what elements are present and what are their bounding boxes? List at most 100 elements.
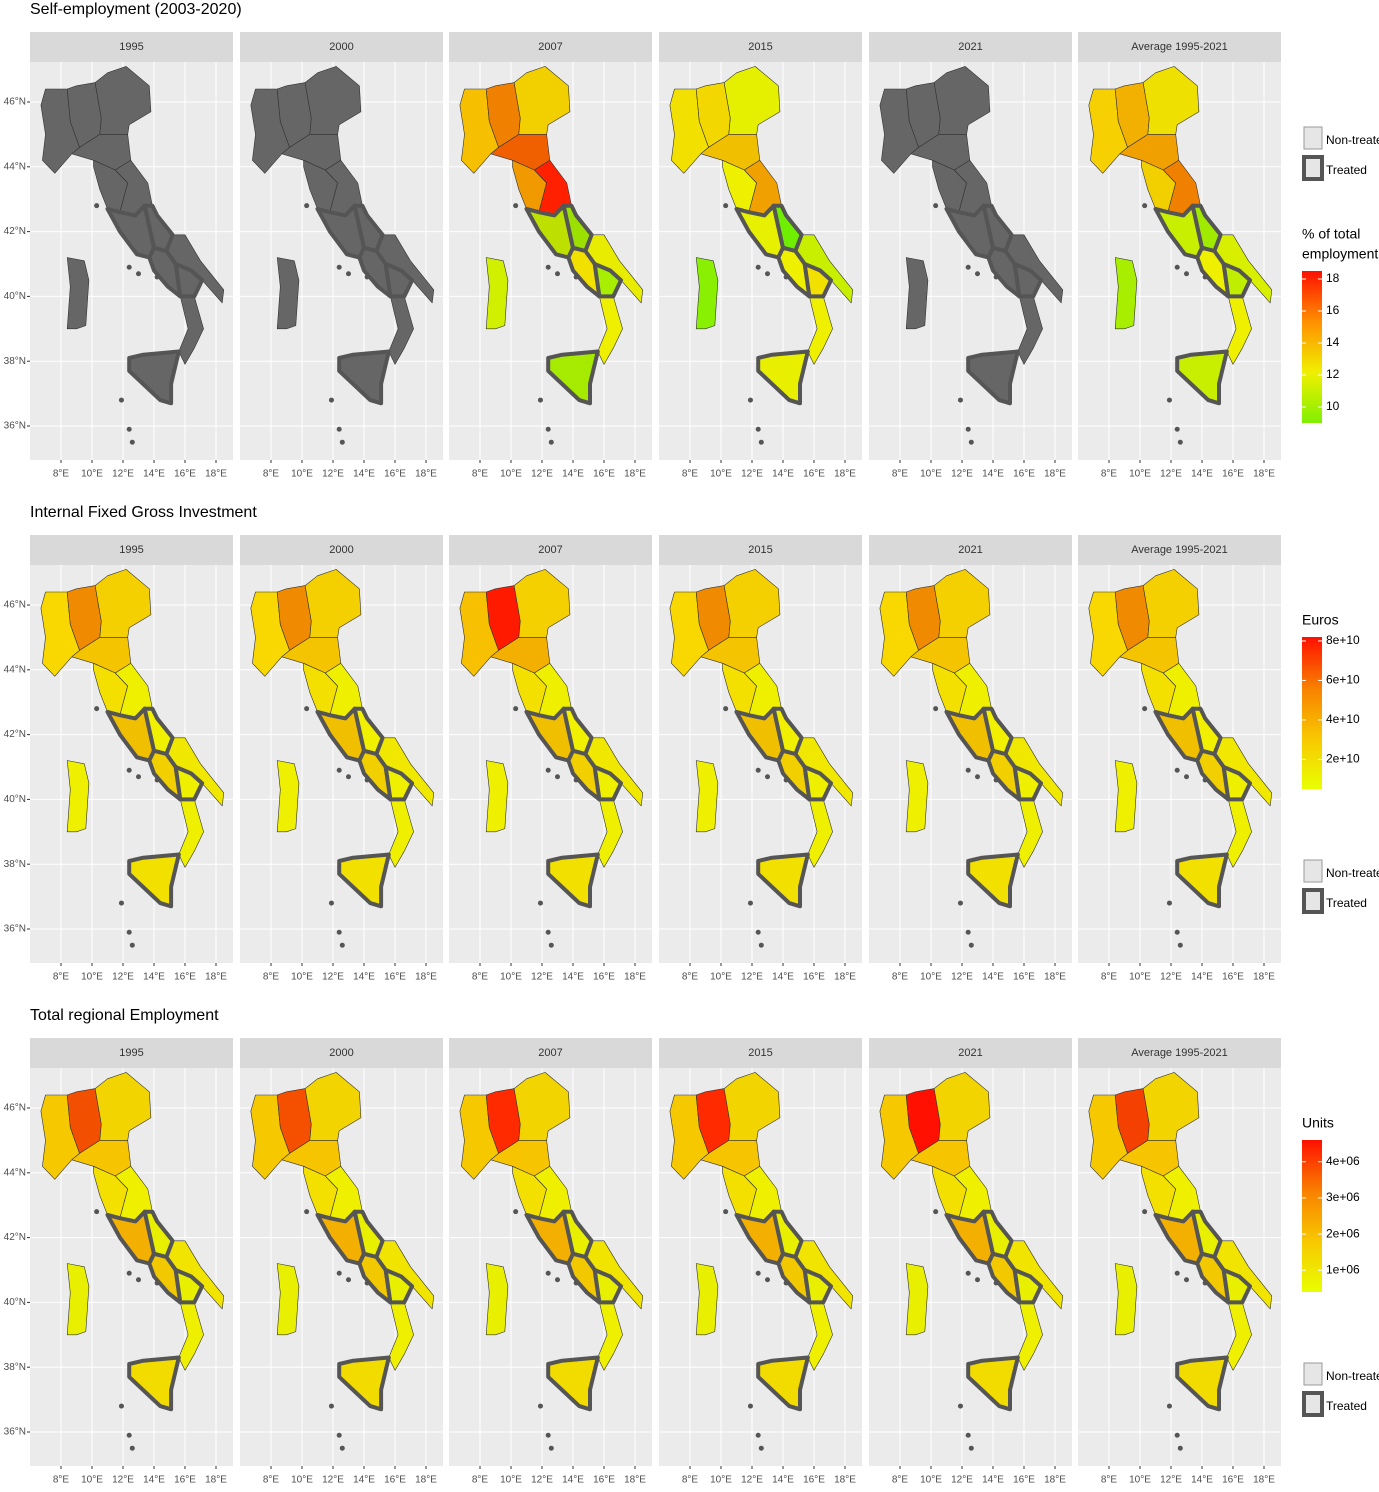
x-tick-label: 8°E [1101,469,1118,480]
island [758,1445,764,1451]
island [755,426,761,432]
facet-label: 2000 [329,41,353,53]
x-tick-label: 16°E [803,972,825,983]
island [993,274,999,280]
legend-label: Treated [1326,896,1367,910]
facet-label: 2015 [748,41,772,53]
x-tick-label: 16°E [384,972,406,983]
colorbar [1302,271,1322,423]
x-tick-label: 14°E [772,469,794,480]
x-tick-label: 12°E [322,469,344,480]
x-tick-label: 12°E [112,972,134,983]
legend-key [1303,126,1323,150]
island [765,1277,770,1283]
island [328,1403,334,1409]
x-tick-label: 18°E [1253,469,1275,480]
y-tick-label: 42°N [4,1232,26,1243]
region [566,1251,602,1305]
facet-label: 2021 [958,1047,982,1059]
island [1166,1403,1172,1409]
legend-key [1302,1391,1324,1417]
x-tick-label: 16°E [593,972,615,983]
region [173,765,205,802]
region [807,1302,833,1371]
region [485,1263,509,1336]
x-tick-label: 12°E [1160,469,1182,480]
island [933,203,939,209]
x-tick-label: 8°E [682,1475,699,1486]
y-tick-label: 46°N [4,600,26,611]
island [513,1209,519,1215]
island [304,1209,310,1215]
island [1174,1270,1180,1276]
legend-label: Treated [1326,163,1367,177]
x-tick-label: 14°E [982,972,1004,983]
x-tick-label: 12°E [531,469,553,480]
island [993,777,999,783]
island [154,274,160,280]
island [965,1270,971,1276]
island [1174,426,1180,432]
region [1226,799,1252,868]
island [755,929,761,935]
region [147,245,183,299]
y-tick-label: 38°N [4,356,26,367]
x-tick-label: 14°E [353,469,375,480]
island [755,1432,761,1438]
island [346,271,351,277]
island [545,1270,551,1276]
region [1226,1302,1252,1371]
island [965,929,971,935]
island [1177,1445,1183,1451]
facet-label: 1995 [119,1047,143,1059]
island [336,1432,342,1438]
colorbar-label: 2e+10 [1326,752,1360,766]
region [776,748,812,802]
region [383,765,415,802]
island [765,774,770,780]
y-tick-label: 44°N [4,664,26,675]
x-tick-label: 16°E [1013,1475,1035,1486]
region [147,1251,183,1305]
x-tick-label: 10°E [81,469,103,480]
region [566,245,602,299]
region [592,262,623,299]
region [546,349,600,406]
island [755,1270,761,1276]
island [94,706,100,712]
island [537,1403,543,1409]
x-tick-label: 8°E [263,469,280,480]
region [1017,296,1043,365]
x-tick-label: 18°E [834,469,856,480]
island [339,1445,345,1451]
legend-label: Treated [1326,1399,1367,1413]
y-tick-label: 46°N [4,97,26,108]
island [304,706,310,712]
island [545,767,551,773]
x-tick-label: 18°E [1253,972,1275,983]
island [758,942,764,948]
region [383,262,415,299]
island [1166,397,1172,403]
region [776,1251,812,1305]
island [513,203,519,209]
region [986,1251,1022,1305]
x-tick-label: 18°E [624,972,646,983]
region [66,1263,90,1336]
region [357,748,393,802]
x-tick-label: 18°E [205,972,227,983]
region [485,760,509,833]
facet-label: 2015 [748,1047,772,1059]
colorbar-label: 2e+06 [1326,1226,1360,1240]
region [1012,262,1043,299]
x-tick-label: 14°E [982,469,1004,480]
region [178,296,204,365]
region [1195,1251,1231,1305]
x-tick-label: 14°E [1191,1475,1213,1486]
colorbar-label: 12 [1326,367,1340,381]
colorbar-label: 8e+10 [1326,633,1360,647]
island [537,397,543,403]
facet-strip [449,1038,652,1068]
x-tick-label: 8°E [892,972,909,983]
region [337,852,391,909]
